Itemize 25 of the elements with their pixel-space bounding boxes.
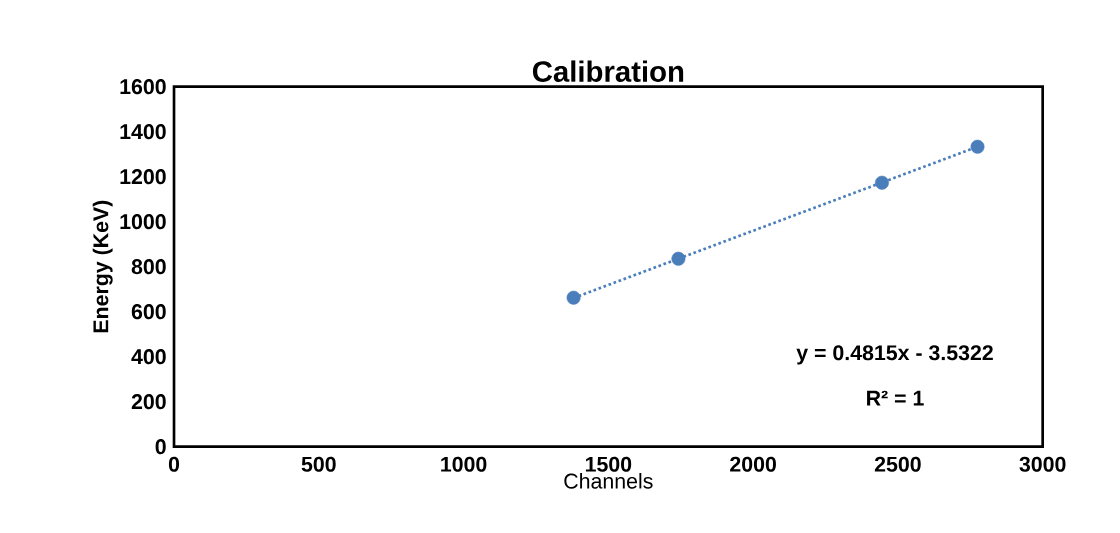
point [566,290,581,305]
y-tick-label: 600 [131,303,166,320]
y-axis-title: Energy (KeV) [92,200,113,333]
point [970,139,985,154]
annotation: R² = 1 [867,390,924,406]
x-tick-label: 1500 [585,456,632,472]
x-tick-label: 2500 [874,456,921,472]
chart-title: Calibration [532,60,684,82]
point [671,251,686,266]
point [875,175,889,190]
y-tick-label: 800 [131,258,166,275]
x-tick-label: 0 [168,456,180,472]
y-tick-label: 400 [131,348,166,365]
y-tick-label: 0 [155,438,166,455]
annotation: y = 0.4815x - 3.5322 [796,345,993,365]
x-tick-label: 1000 [441,456,487,472]
x-axis-title: Channels [564,472,653,489]
y-tick-label: 1200 [120,168,166,185]
y-tick-label: 1400 [120,123,166,140]
y-tick-label: 1600 [120,78,166,95]
x-tick-label: 2000 [730,456,776,472]
x-tick-label: 500 [301,456,336,472]
x-tick-label: 3000 [1019,456,1066,472]
y-tick-label: 1000 [120,213,166,230]
y-tick-label: 200 [131,393,166,410]
